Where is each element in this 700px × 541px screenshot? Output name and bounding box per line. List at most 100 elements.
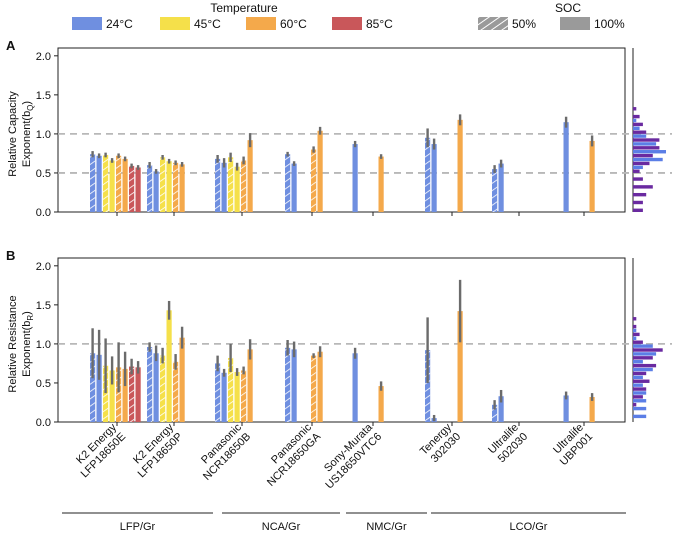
bar [589, 140, 595, 212]
histogram-bar-resistance [633, 317, 637, 321]
histogram-bar-resistance [633, 130, 647, 134]
panel-b-resistance: B Relative Resistance Exponent(bR) 0.0 0.… [6, 248, 672, 429]
legend-label-temp: 60°C [280, 17, 307, 31]
legend-item-soc-1: 100% [560, 17, 625, 31]
bar [498, 396, 504, 422]
histogram-bar-resistance [633, 185, 653, 189]
bar [498, 163, 504, 212]
bar [431, 144, 437, 212]
y-tick-label: 2.0 [36, 51, 51, 63]
bar-hatch [160, 355, 166, 422]
bar-hatch [228, 357, 234, 422]
panel-a-letter: A [6, 38, 16, 53]
bar [109, 160, 115, 212]
plot-frame [57, 47, 626, 213]
bar-hatch [311, 355, 317, 422]
bars [90, 114, 595, 212]
bar-hatch [425, 137, 431, 212]
bar [457, 119, 463, 212]
histogram-bar-resistance [633, 177, 643, 181]
panel-b-ylabel-line1: Relative Resistance [7, 295, 19, 392]
histogram-bar-capacity [633, 165, 643, 170]
histogram-bar-capacity [633, 328, 637, 333]
bar [109, 370, 115, 422]
histogram-bar-capacity [633, 375, 643, 380]
chemistry-group-labels: LFP/Gr NCA/Gr NMC/Gr LCO/Gr [62, 512, 626, 533]
legend-item-temp-0: 24°C [72, 17, 133, 31]
y-tick-label: 2.0 [36, 261, 51, 273]
bar-hatch [160, 157, 166, 212]
histogram-bar-capacity [633, 142, 657, 146]
y-tick-label: 0.5 [36, 378, 51, 390]
histogram-bar-capacity [633, 406, 647, 411]
bar [563, 122, 569, 212]
bar [122, 368, 128, 422]
histogram-bar-resistance [633, 208, 643, 212]
bar [234, 166, 240, 212]
bar-hatch [147, 165, 153, 212]
marginal-histogram [632, 258, 663, 422]
soc-legend: 50% 100% [478, 17, 625, 31]
bar [166, 161, 172, 212]
legend: Temperature 24°C 45°C 60°C 85°C SOC 50% 100% [72, 1, 625, 31]
bar [179, 337, 185, 422]
bar-hatch [215, 363, 221, 422]
plot-frame [57, 257, 626, 423]
y-tick-label: 1.5 [36, 300, 51, 312]
legend-label-temp: 24°C [106, 17, 133, 31]
bar-hatch [90, 353, 96, 422]
bar-hatch [285, 347, 291, 422]
bar-hatch [215, 158, 221, 212]
bar-hatch [116, 367, 122, 422]
bar [317, 351, 323, 422]
bar [378, 156, 384, 212]
y-tick-label: 1.0 [36, 339, 51, 351]
histogram-bar-capacity [633, 383, 643, 387]
bar [122, 158, 128, 212]
panel-a-capacity: A Relative Capacity Exponent(bQ) 0.0 0.5 1… [6, 38, 672, 219]
histogram-bar-resistance [633, 395, 643, 399]
legend-label-soc: 50% [512, 17, 536, 31]
histogram-bar-capacity [633, 336, 637, 340]
histogram-bar-resistance [633, 387, 647, 391]
y-tick-label: 1.5 [36, 90, 51, 102]
bar-hatch [228, 157, 234, 212]
bar-hatch [173, 361, 179, 422]
bar [234, 372, 240, 422]
histogram-bar-capacity [633, 157, 663, 162]
y-tick-label: 0.5 [36, 168, 51, 180]
panel-b-letter: B [6, 248, 15, 263]
histogram-bar-resistance [633, 169, 640, 173]
histogram-bar-capacity [633, 399, 647, 403]
histogram-bar-capacity [633, 360, 643, 364]
bar [563, 395, 569, 422]
histogram-bar-capacity [633, 391, 647, 395]
bar-hatch [492, 404, 498, 422]
temperature-legend: 24°C 45°C 60°C 85°C [72, 17, 393, 31]
histogram-bar-resistance [633, 153, 653, 158]
histogram-bar-resistance [633, 161, 650, 166]
bar-hatch [116, 155, 122, 212]
legend-temperature-title: Temperature [210, 1, 278, 15]
bar-hatch [241, 370, 247, 422]
bar [378, 386, 384, 422]
histogram-bar-capacity [633, 352, 657, 356]
group-label: LFP/Gr [120, 521, 156, 533]
bar-hatch [492, 169, 498, 212]
legend-item-temp-1: 45°C [160, 17, 221, 31]
bar [221, 162, 227, 212]
bar [352, 144, 358, 212]
bars [90, 279, 595, 422]
histogram-bar-resistance [633, 146, 660, 150]
histogram-bar-capacity [633, 134, 647, 138]
bar [179, 164, 185, 212]
